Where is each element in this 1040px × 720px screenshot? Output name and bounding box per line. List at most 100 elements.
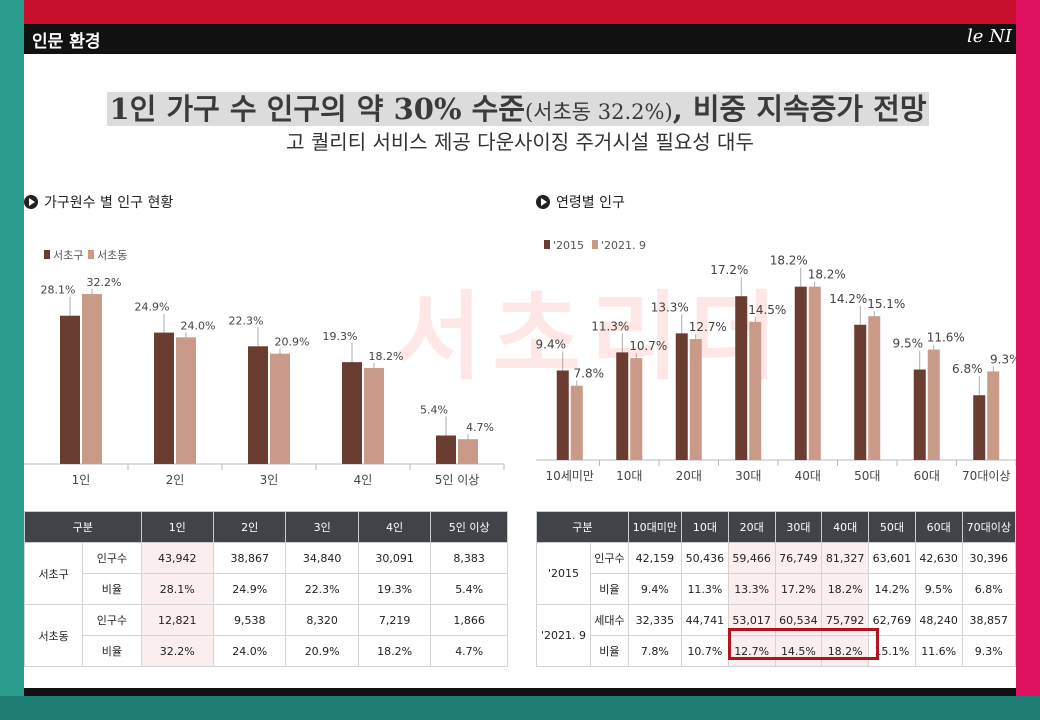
table-household: 구분 1인 2인 3인 4인 5인 이상 서초구 인구수 43,942 38,867 34,840 3…: [23, 511, 508, 667]
data-label: 4.7%: [466, 421, 494, 434]
headline: 1인 가구 수 인구의 약 30% 수준(서초동 32.2%), 비중 지속증가…: [78, 86, 958, 128]
bar-a: [154, 332, 174, 464]
bar-b: [868, 316, 881, 460]
highlight-box: [728, 628, 879, 660]
watermark: 서초리더: [394, 281, 788, 393]
table-cell: 42,630: [914, 542, 963, 574]
row-label: 인구수: [590, 542, 629, 574]
table-cell: 24.0%: [212, 635, 287, 667]
table-cell: 32.2%: [140, 635, 214, 667]
headline-main: 1인 가구 수 인구의 약 30% 수준: [109, 92, 525, 126]
table-header-cell: 20대: [727, 511, 776, 543]
frame-top: [0, 0, 1040, 24]
table-cell: 18.2%: [821, 635, 870, 667]
bar-b: [458, 439, 478, 464]
table-header-cell: 60대: [914, 511, 963, 543]
data-label: 10.7%: [629, 339, 667, 353]
bar-a: [735, 296, 748, 460]
legend-swatch-0: [44, 250, 50, 259]
row-label: 인구수: [82, 542, 142, 574]
x-tick-label: 10대: [616, 469, 642, 483]
table-cell: 38,867: [212, 542, 287, 574]
table-row: 비율 28.1% 24.9% 22.3% 19.3% 5.4%: [25, 573, 508, 605]
table-cell: 9.5%: [914, 573, 963, 605]
data-label: 9.5%: [893, 337, 924, 351]
table-header-cell: 10대: [681, 511, 729, 543]
data-label: 18.2%: [369, 350, 404, 363]
data-label: 7.8%: [574, 367, 605, 381]
bar-a: [60, 315, 80, 464]
table-cell: 4.7%: [430, 635, 508, 667]
bar-a: [913, 369, 926, 460]
data-label: 19.3%: [323, 330, 358, 343]
x-tick-label: 50대: [854, 469, 880, 483]
table-cell: 24.9%: [212, 573, 287, 605]
bar-b: [630, 358, 643, 460]
data-label: 24.9%: [135, 301, 170, 314]
x-tick-label: 10세미만: [546, 469, 594, 483]
chart-household: 서초구 서초동 1인 28.1% 32.2% 2인 24.9% 24.0% 3인 22.3% 20.…: [24, 249, 505, 487]
table-header-cell: 10대미만: [627, 511, 683, 543]
table-cell: 5.4%: [430, 573, 508, 605]
table-cell: 9.4%: [627, 573, 683, 605]
table-row: 비율 32.2% 24.0% 20.9% 18.2% 4.7%: [25, 635, 508, 667]
section-title-household: 가구원수 별 인구 현황: [24, 192, 173, 212]
table-cell: 48,240: [914, 604, 963, 636]
data-label: 15.1%: [867, 297, 905, 311]
bar-b: [749, 321, 762, 460]
data-label: 28.1%: [41, 284, 76, 297]
play-icon: [536, 195, 550, 209]
table-cell: 7.8%: [627, 635, 683, 667]
table-row: 서초구 인구수 43,942 38,867 34,840 30,091 8,383: [23, 542, 508, 605]
table-header-cell: 50대: [868, 511, 916, 543]
table-cell: 18.2%: [821, 573, 870, 605]
subheadline: 고 퀄리티 서비스 제공 다운사이징 주거시설 필요성 대두: [286, 130, 754, 154]
section-title-household-text: 가구원수 별 인구 현황: [44, 195, 174, 211]
bar-a: [675, 333, 688, 460]
x-tick-label: 40대: [795, 469, 821, 483]
row-group-label: '2015: [535, 542, 592, 605]
data-label: 9.3%: [990, 352, 1016, 366]
table-cell: 22.3%: [285, 573, 359, 605]
bar-b: [808, 286, 821, 460]
table-cell: 20.9%: [285, 635, 359, 667]
table-cell: 32,335: [627, 604, 683, 636]
data-label: 14.2%: [829, 292, 867, 306]
legend-label-1: 서초동: [97, 249, 127, 262]
table-cell: 50,436: [681, 542, 729, 574]
table-header-row: 구분 10대미만 10대 20대 30대 40대 50대 60대 70대이상: [536, 511, 1017, 543]
play-icon: [24, 195, 38, 209]
table-cell: 76,749: [774, 542, 823, 574]
legend-label-1: '2021. 9: [601, 239, 646, 252]
table-header-cell: 3인: [285, 511, 359, 543]
table-row: '2015 인구수 42,159 50,436 59,466 76,749 81,327 63…: [535, 542, 1017, 605]
table-cell: 8,320: [285, 604, 359, 636]
data-label: 24.0%: [181, 319, 216, 332]
table-header-cell: 2인: [212, 511, 287, 543]
x-tick-label: 2인: [166, 473, 185, 487]
data-label: 11.6%: [927, 331, 965, 345]
data-label: 32.2%: [87, 276, 122, 289]
bar-a: [342, 362, 362, 464]
row-group-label: 서초구: [23, 542, 84, 605]
table-cell: 42,159: [627, 542, 683, 574]
data-label: 9.4%: [536, 337, 566, 351]
brand-logo: le NI: [967, 26, 1012, 47]
table-row: 서초동 인구수 12,821 9,538 8,320 7,219 1,866: [23, 604, 508, 667]
table-cell: 6.8%: [961, 573, 1017, 605]
data-label: 5.4%: [420, 404, 448, 417]
table-cell: 1,866: [430, 604, 508, 636]
legend-label-0: 서초구: [53, 249, 83, 262]
row-label: 비율: [590, 635, 629, 667]
legend-swatch-1: [88, 250, 94, 259]
table-cell: 11.3%: [681, 573, 729, 605]
data-label: 11.3%: [591, 319, 629, 333]
table-header-cell: 5인 이상: [430, 511, 508, 543]
table-row: 비율 9.4% 11.3% 13.3% 17.2% 18.2% 14.2% 9.5% 6.8%: [537, 573, 1017, 605]
table-cell: 19.3%: [357, 573, 432, 605]
x-tick-label: 20대: [676, 469, 702, 483]
table-cell: 7,219: [357, 604, 432, 636]
table-cell: 44,741: [681, 604, 729, 636]
data-label: 13.3%: [651, 300, 689, 314]
x-tick-label: 1인: [72, 473, 91, 487]
